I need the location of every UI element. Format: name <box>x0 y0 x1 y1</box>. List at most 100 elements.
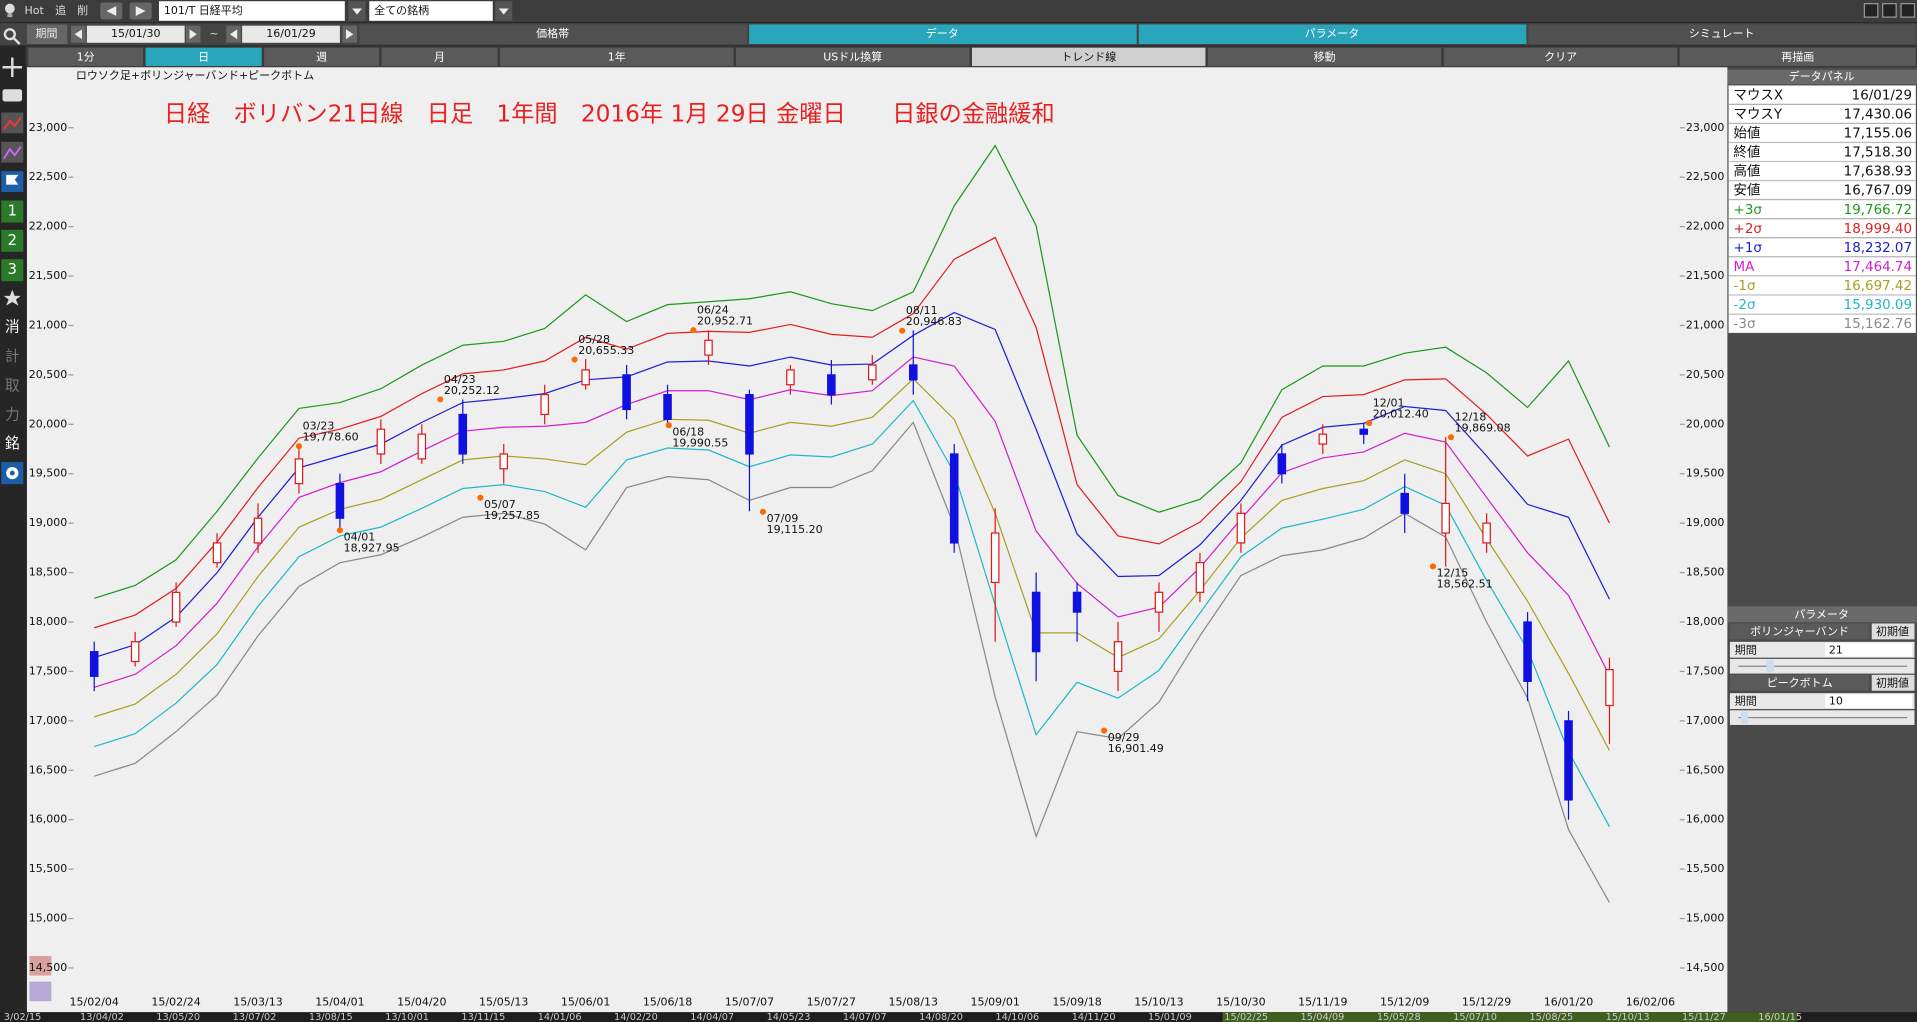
x-tick-label: 15/04/20 <box>397 995 446 1008</box>
scroller <box>0 1012 1917 1022</box>
sidebar-item[interactable]: 計 <box>5 348 20 365</box>
symbol-box[interactable] <box>158 1 345 21</box>
toolbar-button[interactable] <box>28 47 144 67</box>
camera-icon[interactable] <box>2 89 23 102</box>
universe-box[interactable] <box>369 1 493 21</box>
tab[interactable] <box>1528 24 1917 45</box>
button-label: 日 <box>198 50 209 63</box>
toolbar-button[interactable] <box>500 47 734 67</box>
candle-body <box>1113 641 1123 673</box>
toolbar-button[interactable] <box>1443 47 1678 67</box>
toolbar-button[interactable] <box>145 47 262 67</box>
sidebar-item[interactable]: 3 <box>8 261 17 278</box>
y-tick-label: 17,000 <box>1686 714 1725 727</box>
scroller-date: 13/10/01 <box>385 1012 429 1022</box>
candle-body <box>294 458 304 485</box>
tab[interactable] <box>1138 24 1527 45</box>
data-row-label: MA <box>1734 260 1756 275</box>
candle-body <box>1031 591 1041 653</box>
toolbar-button[interactable] <box>1679 47 1916 67</box>
scroller-window[interactable] <box>1222 1012 1798 1022</box>
y-tick-label: 17,500 <box>29 664 68 677</box>
toolbar-button[interactable] <box>971 47 1206 67</box>
y-tick-label: 14,500 <box>29 961 68 974</box>
peak-value: 18,562.51 <box>1437 578 1493 591</box>
y-tick-label: 17,500 <box>1686 664 1725 677</box>
period-label: 期間 <box>36 27 58 40</box>
scroller-date: 16/01/15 <box>1758 1012 1802 1022</box>
star-icon[interactable] <box>3 289 21 306</box>
sidebar-item[interactable]: 銘 <box>5 435 20 452</box>
data-row-value: 19,766.72 <box>1844 203 1912 218</box>
small-icon[interactable] <box>29 981 52 1002</box>
prev-arrow <box>106 6 117 16</box>
param-input[interactable] <box>1825 694 1913 708</box>
to-box[interactable] <box>242 25 340 43</box>
sidebar-item[interactable]: 消 <box>5 319 20 336</box>
tab[interactable] <box>749 24 1137 45</box>
bulb-icon[interactable] <box>4 3 15 14</box>
peak-dot <box>437 396 444 403</box>
candle-body <box>1400 492 1409 514</box>
preset-2-bg[interactable] <box>1 229 24 252</box>
param-group-name: ピークボトム <box>1767 676 1833 689</box>
tab-label: シミュレート <box>1689 27 1755 40</box>
data-row <box>1728 314 1917 334</box>
toolbar-button[interactable] <box>381 47 498 67</box>
x-tick-label: 16/02/06 <box>1626 995 1675 1008</box>
preset-3-bg[interactable] <box>1 259 24 282</box>
reset-label[interactable]: 初期値 <box>1876 624 1909 638</box>
y-tick-label: 18,500 <box>1686 566 1725 579</box>
band-line <box>94 356 1611 688</box>
y-tick-label: 19,000 <box>1686 516 1725 529</box>
tilde: ~ <box>209 27 218 40</box>
data-row <box>1728 295 1917 314</box>
sidebar-item[interactable]: 2 <box>8 232 17 249</box>
delete-button[interactable]: 削 <box>77 3 88 17</box>
sidebar-item[interactable]: 力 <box>5 407 20 424</box>
gear-hole <box>9 470 15 476</box>
small-icon[interactable] <box>29 955 52 976</box>
toolbar-button[interactable] <box>264 47 380 67</box>
x-tick-label: 15/02/04 <box>69 995 118 1008</box>
toolbar-button[interactable] <box>1207 47 1442 67</box>
sidebar-icons <box>1 28 52 1002</box>
toolbar-button[interactable] <box>736 47 970 67</box>
preset-1-bg[interactable] <box>1 200 24 223</box>
peak-value: 19,257.85 <box>484 509 540 522</box>
chart-icon-line <box>2 146 22 160</box>
param-input[interactable] <box>1825 643 1913 657</box>
param-group-bg <box>1729 674 1870 691</box>
y-tick-label: 15,500 <box>1686 862 1725 875</box>
maximize-button[interactable] <box>1882 3 1897 18</box>
chart-bg <box>26 67 1728 1013</box>
reset-label[interactable]: 初期値 <box>1876 675 1909 689</box>
button-label: トレンド線 <box>1061 49 1116 63</box>
sidebar-item[interactable]: 取 <box>5 377 20 394</box>
candle-body <box>786 369 795 386</box>
x-tick-label: 15/10/30 <box>1216 995 1265 1008</box>
close-button[interactable] <box>1900 3 1916 18</box>
tab[interactable] <box>359 24 748 45</box>
search-handle <box>12 37 21 45</box>
param-header <box>1727 606 1917 623</box>
reset-button[interactable] <box>1871 674 1915 691</box>
slider-thumb[interactable] <box>1766 660 1774 673</box>
sidebar-item[interactable]: 1 <box>8 202 17 219</box>
slider-thumb[interactable] <box>1740 711 1749 724</box>
cross-icon[interactable] <box>2 57 23 78</box>
from-box[interactable] <box>86 25 185 43</box>
add-button[interactable]: 追 <box>55 3 66 17</box>
x-tick-label: 15/10/13 <box>1134 995 1183 1008</box>
hot-button[interactable]: Hot <box>25 4 45 17</box>
candle-body <box>499 453 509 470</box>
scroller-date: 13/08/15 <box>309 1012 353 1022</box>
y-tick-label: 22,000 <box>1686 220 1725 233</box>
y-tick-label: 18,000 <box>1686 615 1725 628</box>
minimize-button[interactable] <box>1863 3 1879 18</box>
data-row-value: 16,697.42 <box>1844 279 1912 294</box>
search-icon[interactable] <box>3 28 16 41</box>
x-tick-label: 15/12/29 <box>1462 995 1511 1008</box>
reset-button[interactable] <box>1871 623 1915 640</box>
data-row-label: 終値 <box>1734 145 1761 161</box>
